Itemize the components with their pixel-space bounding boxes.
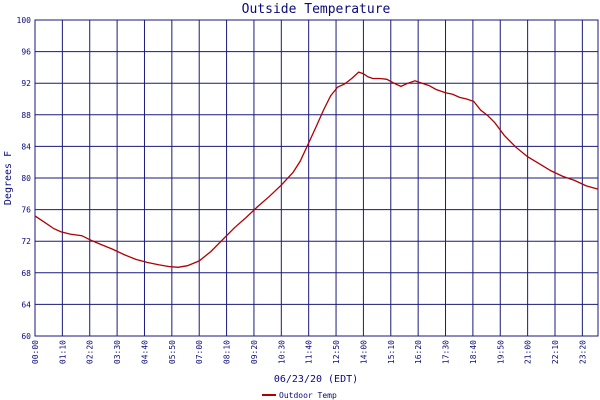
y-tick-label: 100 xyxy=(17,16,32,25)
plot-frame xyxy=(34,19,599,337)
y-tick-label: 64 xyxy=(21,300,31,309)
grid xyxy=(34,19,598,337)
x-tick-label: 18:40 xyxy=(469,340,478,364)
y-tick-label: 60 xyxy=(21,332,31,341)
x-tick-label: 22:10 xyxy=(551,340,560,364)
chart-title: Outside Temperature xyxy=(242,2,391,17)
y-tick-label: 80 xyxy=(21,174,31,183)
y-tick-label: 88 xyxy=(21,111,31,120)
x-tick-label: 17:30 xyxy=(442,340,451,364)
x-axis-label: 06/23/20 (EDT) xyxy=(274,374,358,385)
x-tick-label: 09:20 xyxy=(250,340,259,364)
x-tick-label: 04:40 xyxy=(140,340,149,364)
y-tick-label: 92 xyxy=(21,79,31,88)
x-tick-label: 08:10 xyxy=(223,340,232,364)
x-tick-label: 12:50 xyxy=(332,340,341,364)
x-tick-label: 02:20 xyxy=(86,340,95,364)
x-tick-label: 01:10 xyxy=(58,340,67,364)
x-tick-label: 23:20 xyxy=(578,340,587,364)
x-tick-label: 03:30 xyxy=(113,340,122,364)
x-tick-label: 14:00 xyxy=(359,340,368,364)
y-tick-label: 68 xyxy=(21,269,31,278)
x-tick-label: 15:10 xyxy=(387,340,396,364)
y-axis-label: Degrees F xyxy=(3,151,14,205)
y-tick-label: 84 xyxy=(21,142,31,151)
y-tick-label: 72 xyxy=(21,237,31,246)
x-tick-label: 19:50 xyxy=(496,340,505,364)
x-tick-labels: 00:00 01:10 02:20 03:30 04:40 05:50 07:00 08:10… xyxy=(31,340,587,364)
x-tick-label: 16:20 xyxy=(414,340,423,364)
x-tick-label: 05:50 xyxy=(168,340,177,364)
legend-entry: Outdoor Temp xyxy=(279,391,337,400)
y-tick-label: 96 xyxy=(21,48,31,57)
x-tick-label: 11:40 xyxy=(305,340,314,364)
series-line-outdoor-temp xyxy=(34,71,599,268)
series-layer xyxy=(34,71,599,268)
x-tick-label: 10:30 xyxy=(277,340,286,364)
x-tick-label: 00:00 xyxy=(31,340,40,364)
y-tick-label: 76 xyxy=(21,206,31,215)
y-tick-labels: 100 96 92 88 84 80 76 72 68 64 60 xyxy=(17,16,32,341)
x-tick-label: 07:00 xyxy=(195,340,204,364)
x-tick-label: 21:00 xyxy=(524,340,533,364)
legend: Outdoor Temp xyxy=(262,391,337,400)
